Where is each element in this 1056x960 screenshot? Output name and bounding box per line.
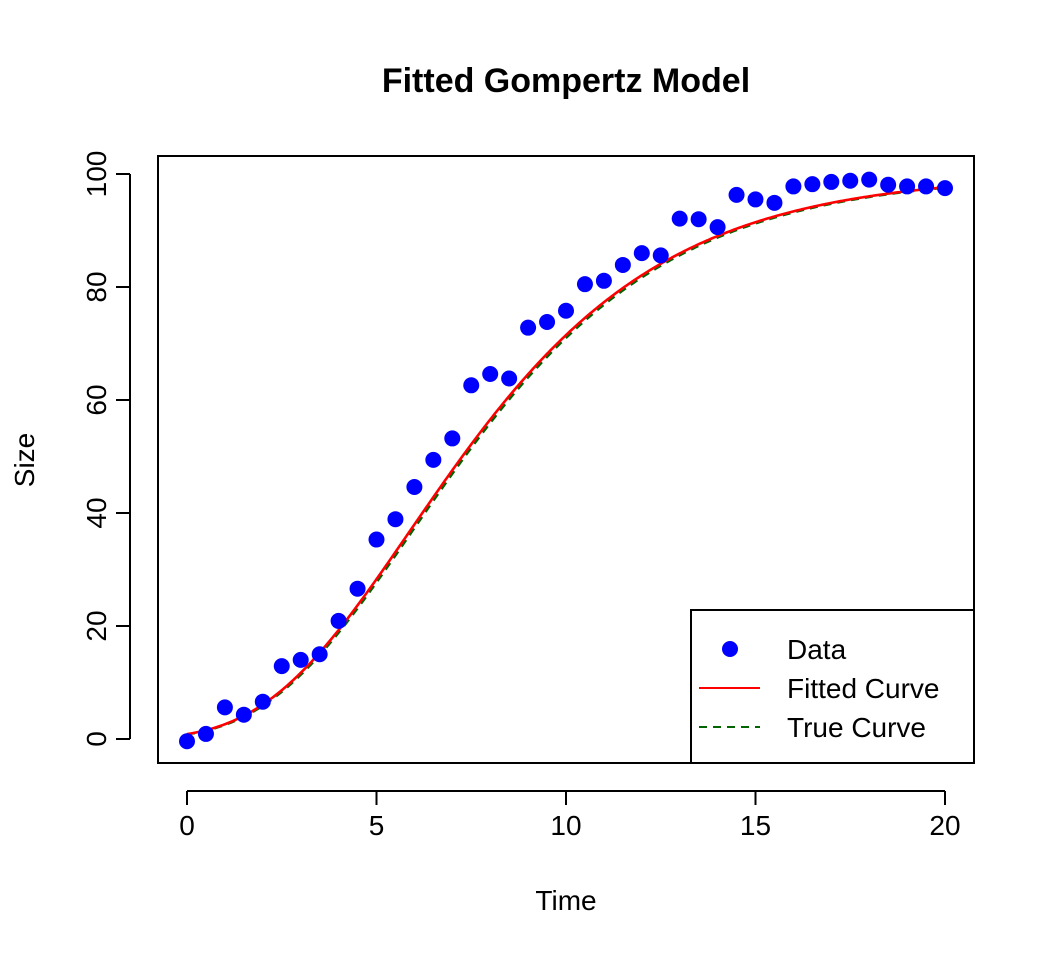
data-points [179,171,953,750]
data-point [273,658,290,675]
data-point [576,276,593,293]
data-point [614,256,631,273]
y-axis-label: Size [9,433,40,487]
y-tick-label: 0 [81,731,112,747]
data-point [368,531,385,548]
data-point [842,172,859,189]
true-curve-line [186,186,946,736]
data-point [633,245,650,262]
y-tick-label: 60 [81,384,112,415]
data-point [444,430,461,447]
data-point [501,370,518,387]
fitted-curve-line [186,185,946,736]
x-tick-label: 20 [929,810,960,841]
data-point [349,580,366,597]
data-point [728,186,745,203]
data-point [785,178,802,195]
data-point [387,511,404,528]
legend-fitted-label: Fitted Curve [787,673,940,704]
data-point [690,211,707,228]
y-axis: 0 20 40 60 80 100 [81,151,131,747]
data-point [709,219,726,236]
data-point [330,612,347,629]
data-point [311,646,328,663]
x-axis-label: Time [535,885,596,916]
x-tick-label: 0 [179,810,195,841]
y-tick-label: 80 [81,271,112,302]
data-point [558,302,574,319]
data-point [595,272,612,289]
data-point [216,699,233,716]
data-point [861,171,878,188]
legend-data-label: Data [787,634,847,665]
data-point [197,725,214,742]
data-point [652,247,669,264]
x-tick-label: 10 [550,810,581,841]
data-point [747,191,764,208]
data-point [766,194,783,211]
curves [186,185,946,736]
data-point [899,178,916,195]
data-point [482,366,499,383]
y-tick-label: 40 [81,497,112,528]
data-point [918,178,935,195]
y-tick-label: 20 [81,610,112,641]
legend: Data Fitted Curve True Curve [690,609,975,764]
data-point [254,693,271,710]
data-point [292,651,309,668]
legend-true-label: True Curve [787,712,926,743]
data-point [804,176,821,193]
x-tick-label: 5 [369,810,385,841]
data-point [425,451,442,468]
data-point [179,733,195,750]
data-point [937,180,953,197]
data-point [823,173,840,190]
x-axis: 0 5 10 15 20 [179,790,961,841]
legend-data-marker [722,641,738,657]
data-point [235,706,252,723]
y-tick-label: 100 [81,151,112,198]
chart-title: Fitted Gompertz Model [382,62,750,100]
data-point [463,377,480,394]
data-point [671,210,688,227]
plot-frame [157,155,975,764]
data-point [406,479,423,496]
x-tick-label: 15 [740,810,771,841]
data-point [520,319,537,336]
data-point [539,314,556,331]
legend-box [690,609,975,764]
data-point [880,176,897,193]
